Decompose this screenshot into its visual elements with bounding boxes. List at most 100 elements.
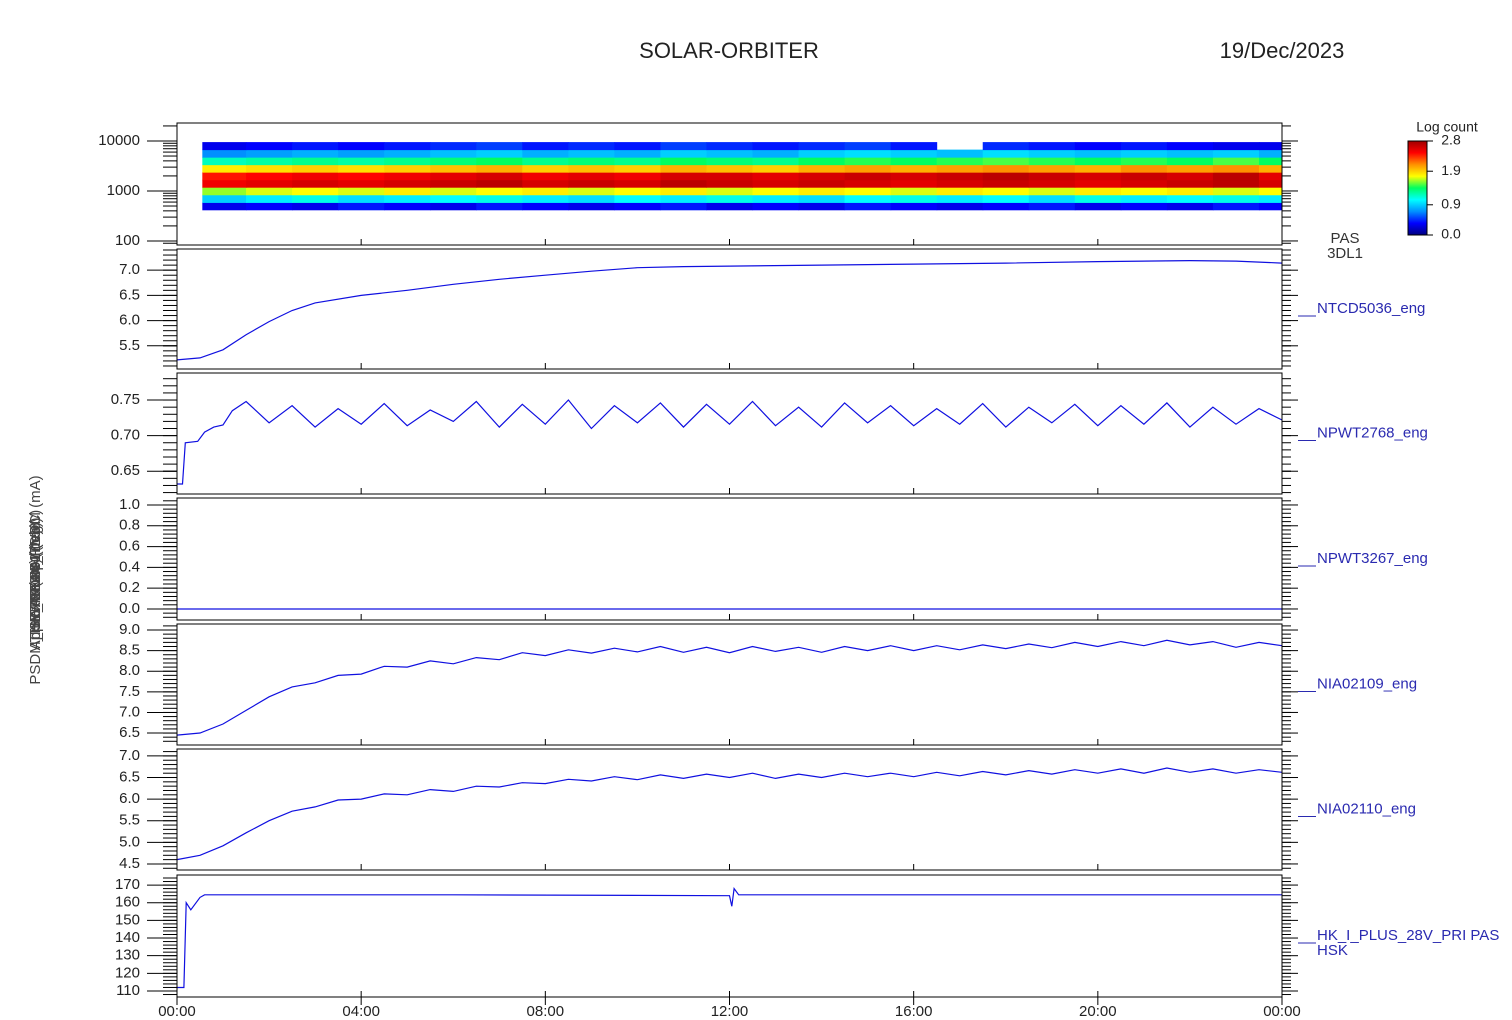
heat-cell — [430, 149, 477, 158]
heat-cell — [1120, 194, 1168, 203]
heat-cell — [202, 149, 247, 158]
heat-cell — [982, 164, 1030, 173]
heat-cell — [1166, 142, 1214, 151]
heat-cell — [936, 164, 984, 173]
colorbar-tick-label: 2.8 — [1441, 132, 1461, 148]
heat-cell — [246, 172, 293, 181]
heat-cell — [982, 202, 1030, 211]
heat-cell — [522, 142, 569, 151]
heat-cell — [1166, 187, 1214, 196]
heat-cell — [798, 142, 846, 151]
heat-cell — [1074, 179, 1122, 188]
heat-cell — [1028, 202, 1076, 211]
heat-cell — [844, 194, 892, 203]
heat-cell — [476, 157, 523, 166]
heat-cell — [522, 179, 569, 188]
y-tick-label: 120 — [115, 964, 140, 981]
y-tick-label: 5.5 — [119, 812, 140, 829]
data-line — [176, 259, 1283, 361]
heat-cell — [292, 194, 339, 203]
heat-cell — [752, 149, 800, 158]
heat-cell — [1028, 172, 1076, 181]
heat-cell — [202, 172, 247, 181]
heat-cell — [1028, 194, 1076, 203]
heat-cell — [890, 179, 938, 188]
y-axis-label: E (eV) — [27, 559, 44, 602]
x-tick-label: 08:00 — [527, 1003, 565, 1020]
y-tick-label: 5.0 — [119, 833, 140, 850]
heat-cell — [1074, 172, 1122, 181]
y-tick-label: 0.75 — [111, 391, 140, 408]
heat-cell — [476, 202, 523, 211]
panel-label: 3DL1 — [1327, 245, 1363, 262]
heat-cell — [1028, 187, 1076, 196]
panel-frame — [176, 372, 1283, 495]
heat-cell — [384, 179, 431, 188]
heat-cell — [522, 149, 569, 158]
y-tick-label: 7.0 — [119, 261, 140, 278]
heat-cell — [292, 179, 339, 188]
heat-cell — [1074, 142, 1122, 151]
heat-cell — [660, 187, 707, 196]
heat-cell — [1212, 202, 1260, 211]
heat-cell — [522, 202, 569, 211]
heat-cell — [568, 179, 615, 188]
heat-cell — [384, 194, 431, 203]
heat-cell — [798, 194, 846, 203]
panel-label: NIA02110_eng — [1317, 800, 1416, 817]
y-axis-label: SWA-EAS1 (V) — [27, 529, 44, 630]
heat-cell — [798, 179, 846, 188]
panel-label: PAS — [1331, 230, 1360, 247]
heat-cell — [292, 157, 339, 166]
heat-cell — [1258, 157, 1283, 166]
heat-cell — [706, 194, 754, 203]
heat-cell — [338, 202, 385, 211]
heat-cell — [430, 157, 477, 166]
panel-label: NPWT3267_eng — [1317, 550, 1428, 567]
heat-cell — [752, 142, 800, 151]
heat-cell — [844, 142, 892, 151]
heat-cell — [982, 187, 1030, 196]
heat-cell — [1212, 172, 1260, 181]
heat-cell — [982, 172, 1030, 181]
y-tick-label: 150 — [115, 911, 140, 928]
heat-cell — [1258, 164, 1283, 173]
heat-cell — [890, 194, 938, 203]
y-tick-label: 7.0 — [119, 703, 140, 720]
y-tick-label: 6.5 — [119, 724, 140, 741]
y-tick-label: 8.0 — [119, 662, 140, 679]
y-tick-label: 6.5 — [119, 768, 140, 785]
heat-cell — [1028, 164, 1076, 173]
heat-cell — [430, 142, 477, 151]
date: 19/Dec/2023 — [1220, 38, 1345, 63]
x-tick-label: 20:00 — [1079, 1003, 1117, 1020]
data-line — [176, 767, 1283, 861]
heat-cell — [844, 164, 892, 173]
heat-cell — [202, 157, 247, 166]
heat-cell — [1166, 149, 1214, 158]
heat-cell — [614, 164, 661, 173]
heat-cell — [202, 164, 247, 173]
heat-cell — [936, 194, 984, 203]
heat-cell — [798, 187, 846, 196]
heat-cell — [568, 187, 615, 196]
y-axis-label: SWA-EAS2 (V) — [27, 529, 44, 630]
heat-cell — [1120, 172, 1168, 181]
panel-frame — [176, 748, 1283, 871]
heat-cell — [844, 187, 892, 196]
heat-cell — [1120, 157, 1168, 166]
heat-cell — [844, 157, 892, 166]
heat-cell — [706, 179, 754, 188]
heat-cell — [614, 194, 661, 203]
y-tick-label: 5.5 — [119, 337, 140, 354]
heat-cell — [246, 179, 293, 188]
heat-cell — [1074, 164, 1122, 173]
heat-cell — [614, 179, 661, 188]
heat-cell — [568, 164, 615, 173]
heat-cell — [292, 164, 339, 173]
heat-cell — [292, 142, 339, 151]
y-tick-label: 0.2 — [119, 579, 140, 596]
heat-cell — [568, 172, 615, 181]
heat-cell — [1212, 187, 1260, 196]
x-tick-label: 04:00 — [342, 1003, 380, 1020]
